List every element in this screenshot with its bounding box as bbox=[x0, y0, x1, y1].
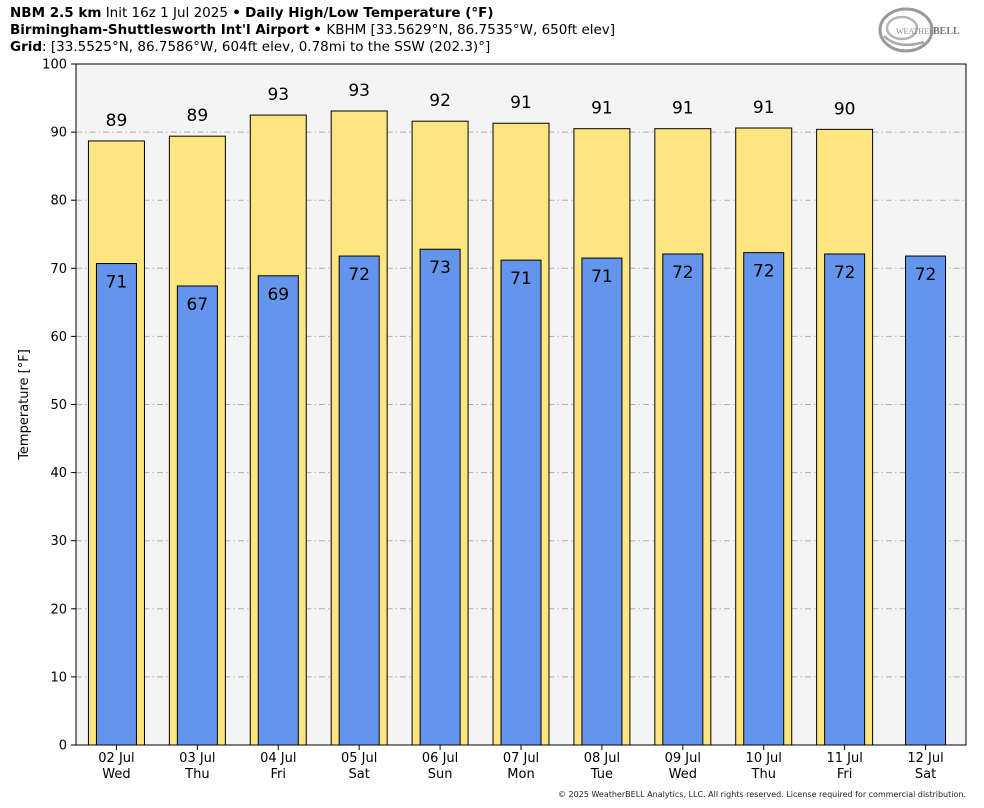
logo-swirl-outer bbox=[878, 7, 934, 53]
low-temp-bar bbox=[257, 275, 299, 746]
header-line-3: Grid: [33.5525°N, 86.7586°W, 604ft elev,… bbox=[10, 39, 615, 56]
low-temp-label: 67 bbox=[187, 295, 209, 315]
y-tick-label: 40 bbox=[50, 466, 67, 481]
x-tick-date: 09 Jul bbox=[665, 751, 701, 766]
y-tick-label: 90 bbox=[50, 126, 67, 141]
high-temp-label: 90 bbox=[834, 99, 856, 119]
low-temp-bar bbox=[419, 248, 461, 746]
header-line-2: Birmingham-Shuttlesworth Int'l Airport •… bbox=[10, 22, 615, 39]
low-temp-bar bbox=[176, 285, 218, 746]
model-name: NBM 2.5 km bbox=[10, 5, 102, 21]
x-tick-date: 03 Jul bbox=[179, 751, 215, 766]
weatherbell-logo: WEATHER BELL bbox=[878, 7, 960, 53]
logo-text-weather: WEATHER bbox=[896, 27, 935, 36]
x-tick-day: Thu bbox=[751, 767, 776, 782]
x-tick-date: 12 Jul bbox=[907, 751, 943, 766]
low-temp-label: 73 bbox=[429, 258, 451, 278]
y-tick-label: 80 bbox=[50, 194, 67, 209]
y-tick-label: 30 bbox=[50, 534, 67, 549]
low-temp-bar bbox=[743, 252, 785, 746]
high-temp-label: 89 bbox=[187, 106, 209, 126]
y-tick-label: 50 bbox=[50, 398, 67, 413]
x-tick-day: Mon bbox=[507, 767, 534, 782]
grid-label: Grid bbox=[10, 39, 43, 55]
low-temp-label: 72 bbox=[348, 265, 370, 285]
x-tick-date: 08 Jul bbox=[584, 751, 620, 766]
x-tick-day: Wed bbox=[669, 767, 697, 782]
x-tick-date: 05 Jul bbox=[341, 751, 377, 766]
low-temp-bar bbox=[95, 263, 137, 746]
y-tick-label: 60 bbox=[50, 330, 67, 345]
y-tick-label: 10 bbox=[50, 670, 67, 685]
high-temp-label: 91 bbox=[672, 99, 694, 119]
high-temp-label: 93 bbox=[348, 81, 370, 101]
x-tick-day: Sun bbox=[428, 767, 453, 782]
high-temp-label: 92 bbox=[429, 91, 451, 111]
high-temp-label: 93 bbox=[267, 85, 289, 105]
x-tick-day: Thu bbox=[184, 767, 209, 782]
low-temp-label: 71 bbox=[591, 267, 613, 287]
high-temp-label: 91 bbox=[510, 93, 532, 113]
x-tick-date: 06 Jul bbox=[422, 751, 458, 766]
init-time: Init 16z 1 Jul 2025 bbox=[105, 5, 228, 21]
header-line-1: NBM 2.5 km Init 16z 1 Jul 2025 • Daily H… bbox=[10, 5, 615, 22]
x-tick-date: 04 Jul bbox=[260, 751, 296, 766]
x-tick-date: 02 Jul bbox=[98, 751, 134, 766]
station-details: KBHM [33.5629°N, 86.7535°W, 650ft elev] bbox=[326, 22, 616, 38]
logo-swirl-tail bbox=[883, 35, 925, 47]
logo-swirl-inner bbox=[885, 15, 919, 41]
product-title: Daily High/Low Temperature (°F) bbox=[245, 5, 494, 21]
low-temp-label: 72 bbox=[915, 265, 937, 285]
low-temp-label: 69 bbox=[267, 285, 289, 305]
bars bbox=[87, 110, 947, 746]
plot-frame bbox=[75, 63, 967, 746]
value-labels: 89 71 89 67 93 69 93 72 92 73 91 71 91 71 91 72 91 72 90 72… bbox=[106, 81, 937, 315]
grid-details: : [33.5525°N, 86.7586°W, 604ft elev, 0.7… bbox=[42, 39, 491, 55]
low-temp-bar bbox=[338, 255, 380, 746]
x-tick-day: Tue bbox=[590, 767, 613, 782]
x-tick-day: Fri bbox=[837, 767, 853, 782]
low-temp-bar bbox=[662, 253, 704, 746]
bullet: • bbox=[232, 5, 241, 21]
x-tick-date: 10 Jul bbox=[746, 751, 782, 766]
station-name: Birmingham-Shuttlesworth Int'l Airport bbox=[10, 22, 310, 38]
low-temp-bar bbox=[824, 253, 866, 746]
logo-text-bell: BELL bbox=[933, 26, 960, 37]
x-tick-day: Sat bbox=[349, 767, 370, 782]
y-tick-label: 20 bbox=[50, 602, 67, 617]
y-axis-label: Temperature [°F] bbox=[17, 349, 32, 461]
y-tick-label: 100 bbox=[42, 58, 67, 73]
x-tick-date: 07 Jul bbox=[503, 751, 539, 766]
low-temp-label: 72 bbox=[672, 263, 694, 283]
copyright-notice: © 2025 WeatherBELL Analytics, LLC. All r… bbox=[558, 790, 966, 799]
low-temp-label: 71 bbox=[106, 273, 128, 293]
y-tick-label: 70 bbox=[50, 262, 67, 277]
chart-header: NBM 2.5 km Init 16z 1 Jul 2025 • Daily H… bbox=[10, 5, 615, 56]
low-temp-label: 72 bbox=[753, 262, 775, 282]
high-temp-label: 91 bbox=[753, 98, 775, 118]
low-temp-label: 71 bbox=[510, 269, 532, 289]
y-tick-label: 0 bbox=[59, 739, 67, 754]
high-temp-label: 91 bbox=[591, 99, 613, 119]
x-tick-day: Fri bbox=[271, 767, 287, 782]
low-temp-bar bbox=[500, 259, 542, 746]
high-temp-label: 89 bbox=[106, 111, 128, 131]
x-tick-day: Wed bbox=[102, 767, 130, 782]
low-temp-bar bbox=[905, 255, 947, 746]
x-tick-day: Sat bbox=[915, 767, 936, 782]
bullet: • bbox=[313, 22, 323, 38]
low-temp-label: 72 bbox=[834, 263, 856, 283]
low-temp-bar bbox=[581, 257, 623, 746]
x-tick-date: 11 Jul bbox=[826, 751, 862, 766]
